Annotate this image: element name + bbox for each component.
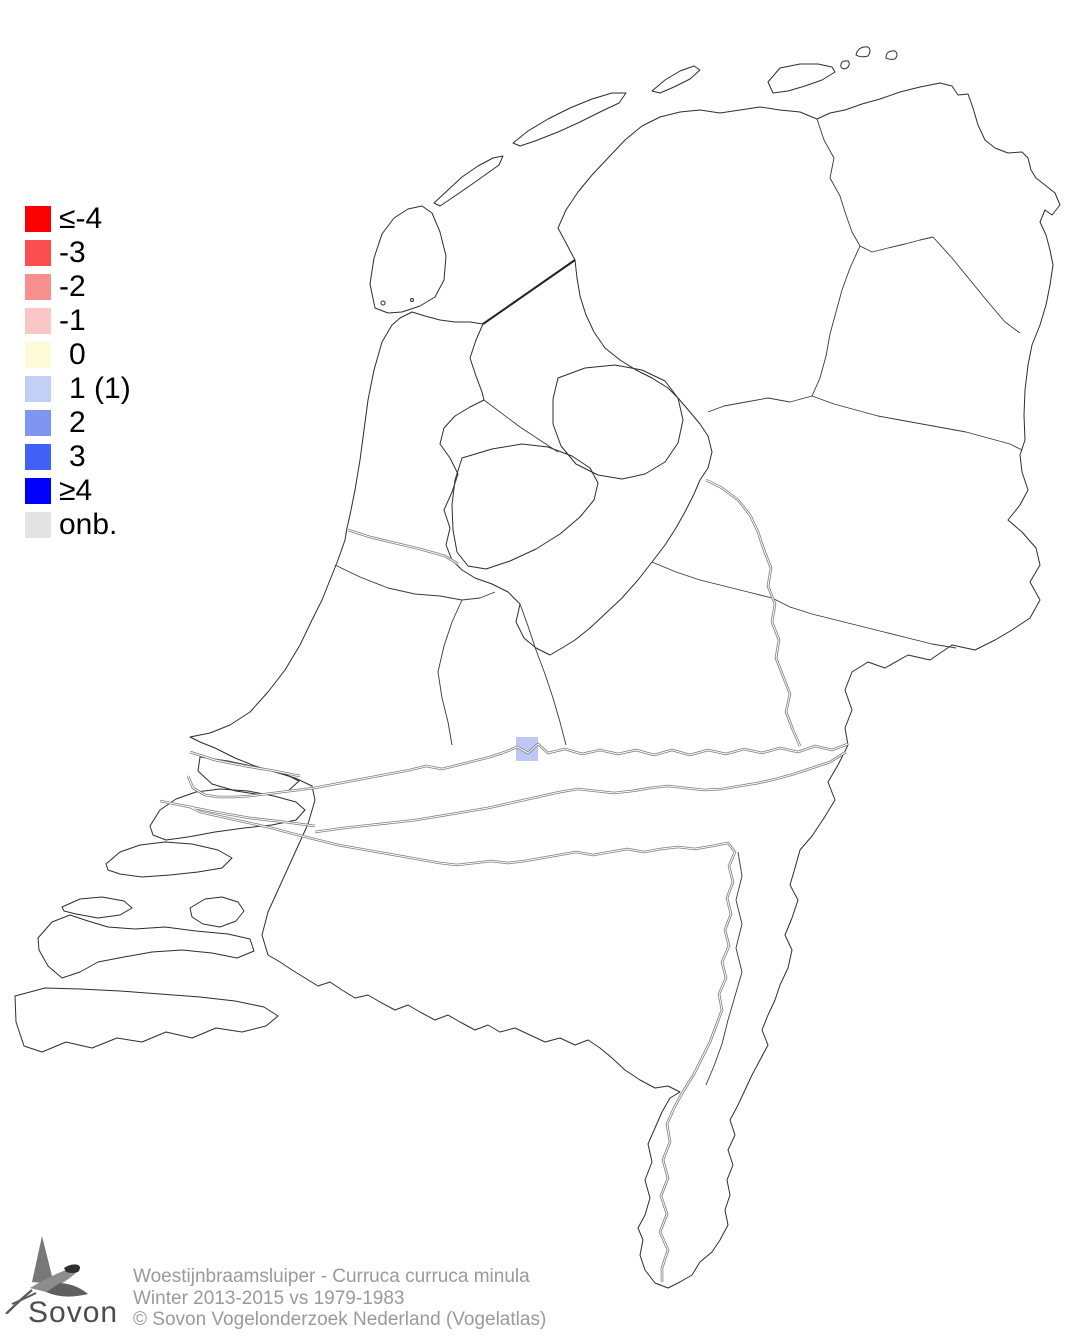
rivers [158, 478, 850, 1284]
legend-item: 0 [25, 338, 131, 371]
legend-item: 1 (1) [25, 372, 131, 405]
houtribdijk [483, 399, 559, 453]
swallow-icon [5, 1236, 88, 1314]
flevoland-polders [451, 364, 684, 570]
wadden-islands [369, 46, 898, 314]
legend-label: 1 (1) [69, 372, 131, 405]
legend-item: ≥4 [25, 474, 131, 507]
afsluitdijk [482, 259, 576, 325]
country-outline [189, 82, 1061, 1289]
legend-label: ≥4 [59, 474, 93, 507]
legend-swatch [25, 206, 51, 232]
legend-label: 2 [69, 406, 86, 439]
legend-swatch [25, 512, 51, 538]
legend-item: -1 [25, 304, 131, 337]
legend-item: -3 [25, 236, 131, 269]
legend-item: ≤-4 [25, 202, 131, 235]
legend-item: -2 [25, 270, 131, 303]
legend-label: 3 [69, 440, 86, 473]
legend-swatch [25, 478, 51, 504]
legend-item: onb. [25, 508, 131, 541]
legend-label: -3 [59, 236, 86, 269]
legend-label: onb. [59, 508, 118, 541]
highlighted-grid-cell [516, 737, 538, 761]
legend-label: ≤-4 [59, 202, 103, 235]
legend-swatch [25, 342, 51, 368]
legend-label: -2 [59, 270, 86, 303]
legend-swatch [25, 376, 51, 402]
dikes [482, 259, 576, 453]
legend-swatch [25, 308, 51, 334]
sovon-logo-text: Sovon [28, 1296, 119, 1329]
map-caption: Woestijnbraamsluiper - Curruca curruca m… [133, 1266, 546, 1331]
legend-label: -1 [59, 304, 86, 337]
legend-swatch [25, 410, 51, 436]
legend-item: 3 [25, 440, 131, 473]
period-subtitle: Winter 2013-2015 vs 1979-1983 [133, 1287, 405, 1309]
legend-swatch [25, 274, 51, 300]
legend-swatch [25, 444, 51, 470]
legend-item: 2 [25, 406, 131, 439]
legend: ≤-4 -3 -2 -1 0 1 (1) 2 3 ≥4 onb. [25, 202, 131, 546]
copyright-line: © Sovon Vogelonderzoek Nederland (Vogela… [133, 1309, 547, 1330]
sovon-logo [5, 1236, 88, 1314]
species-title: Woestijnbraamsluiper - Curruca curruca m… [133, 1266, 530, 1287]
legend-label: 0 [69, 338, 86, 371]
legend-swatch [25, 240, 51, 266]
province-borders [334, 118, 1023, 1086]
